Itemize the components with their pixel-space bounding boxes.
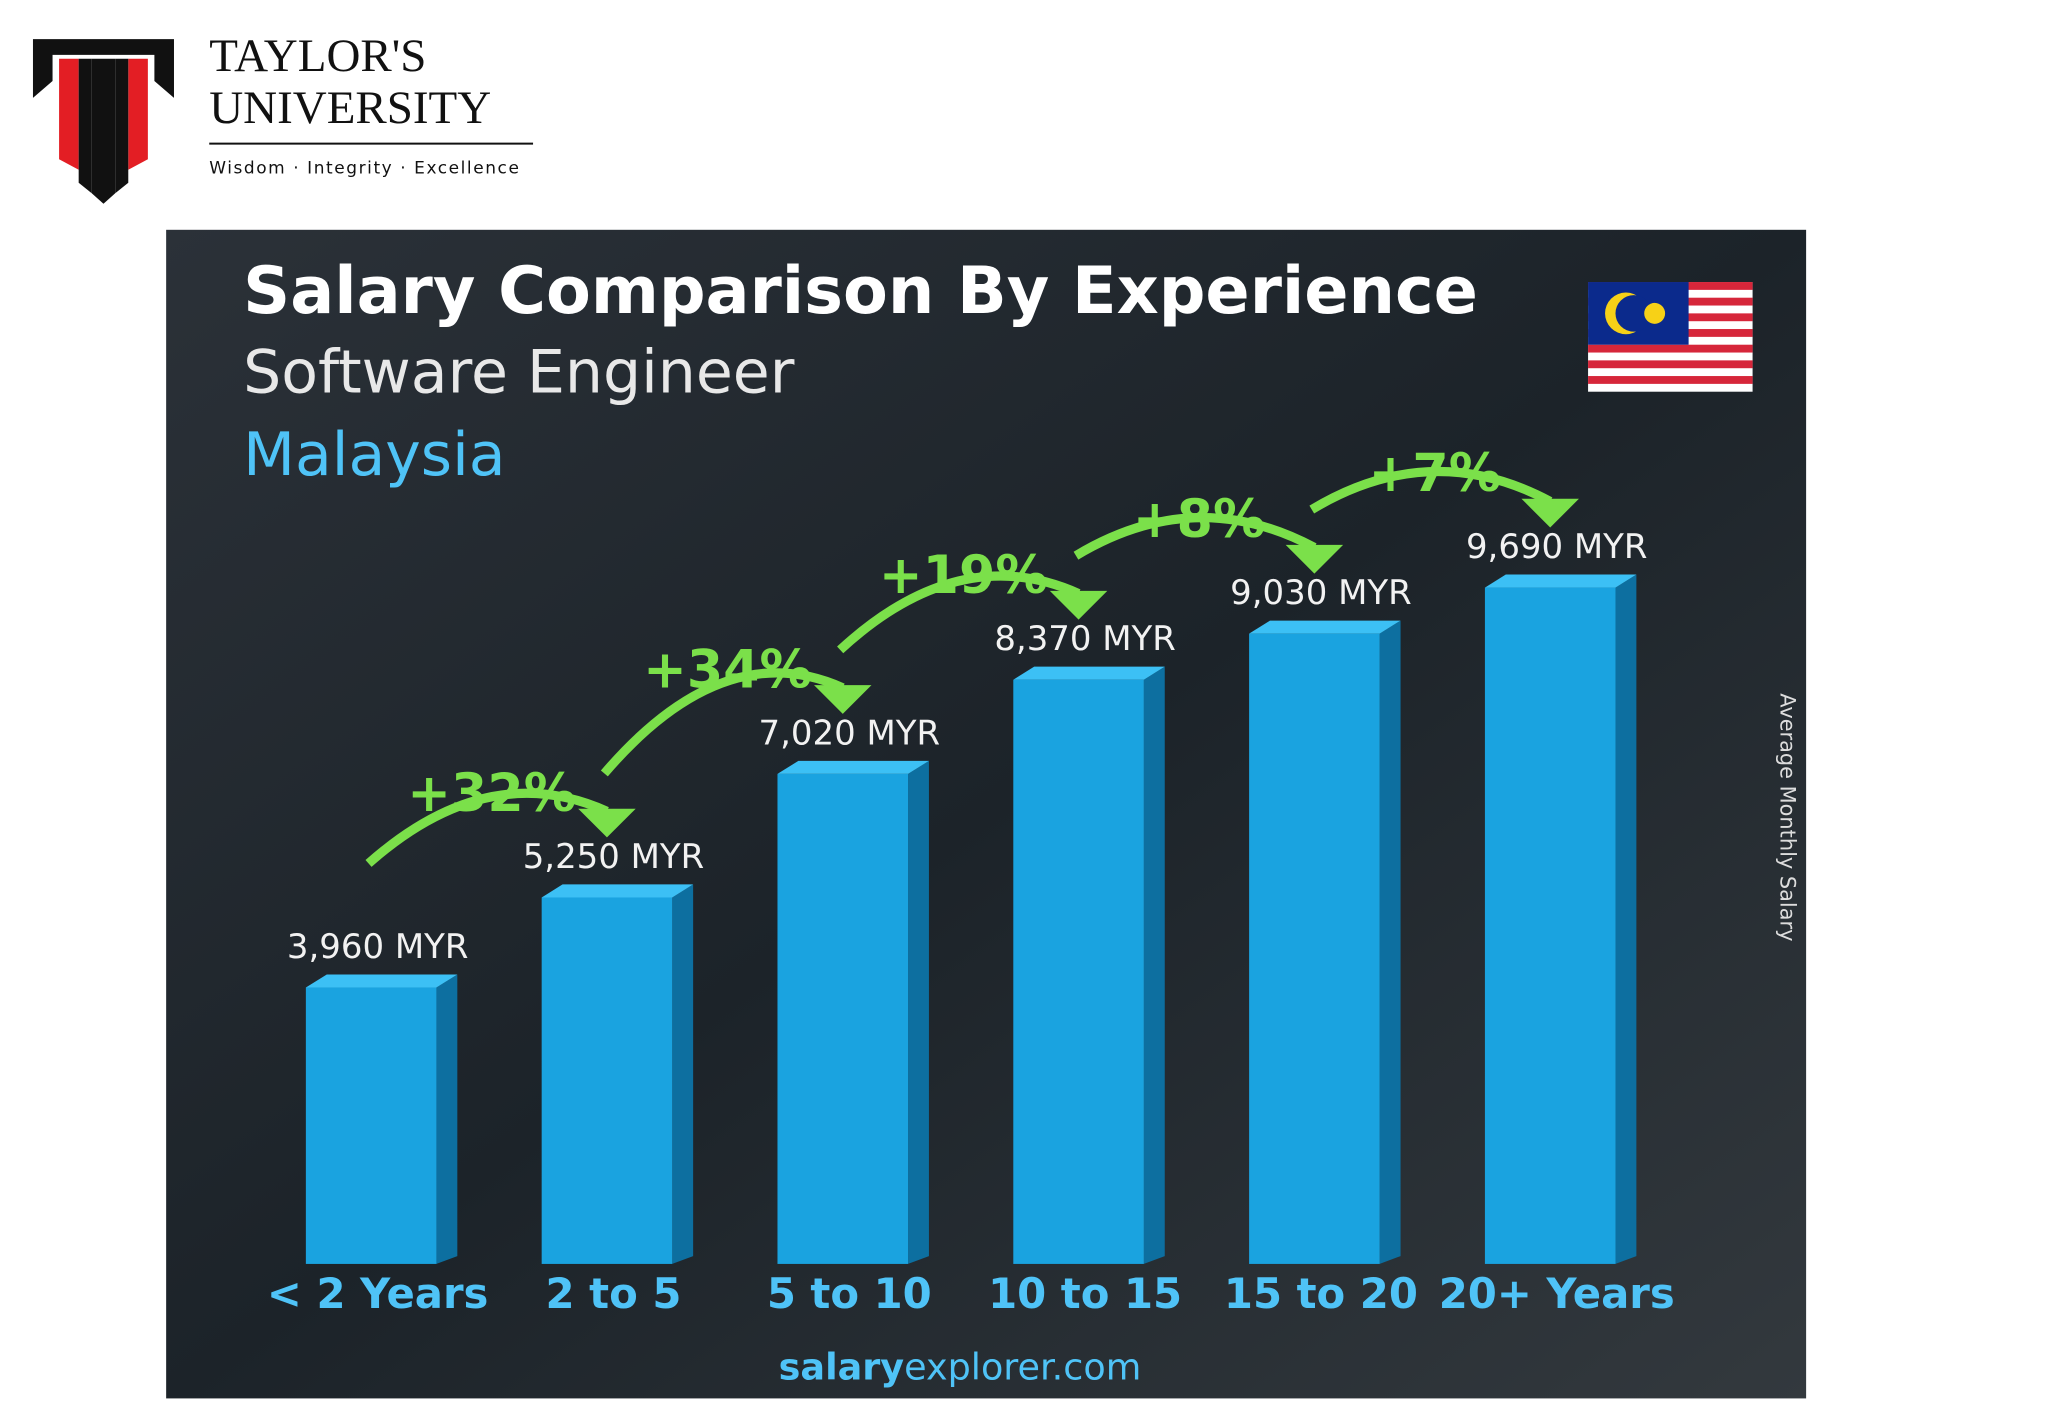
growth-arrowhead — [1049, 590, 1108, 620]
x-tick-label: 2 to 5 — [546, 1269, 682, 1318]
x-tick-label: 20+ Years — [1439, 1269, 1675, 1318]
growth-label: +8% — [1133, 490, 1265, 550]
chart-title: Salary Comparison By Experience — [243, 253, 1478, 329]
source-domain: explorer.com — [904, 1345, 1141, 1388]
bar-face — [1143, 666, 1165, 1264]
bar-face — [1615, 574, 1637, 1264]
value-label: 3,960 MYR — [287, 927, 469, 967]
bar-face — [672, 884, 694, 1264]
bar-face — [1249, 633, 1380, 1264]
bar-face — [1249, 620, 1401, 634]
bar-face — [1484, 574, 1637, 588]
value-label: 9,030 MYR — [1230, 573, 1412, 613]
growth-arrow — [1073, 513, 1317, 560]
bar — [1484, 574, 1637, 1264]
bar-face — [541, 897, 673, 1264]
chart-country: Malaysia — [243, 420, 505, 490]
source-brand: salary — [779, 1345, 905, 1388]
bar-face — [1379, 620, 1401, 1264]
flag — [1588, 282, 1753, 392]
bar-face — [305, 974, 458, 988]
value-label: 5,250 MYR — [523, 837, 705, 877]
bar-face — [1013, 666, 1165, 680]
growth-label: +19% — [879, 546, 1048, 606]
growth-arrowhead — [814, 685, 872, 714]
chart: Salary Comparison By Experience Software… — [166, 229, 1807, 1399]
bar-face — [1484, 587, 1616, 1264]
x-tick-label: 15 to 20 — [1224, 1269, 1418, 1318]
bar-face — [436, 974, 458, 1264]
value-label: 8,370 MYR — [994, 619, 1176, 659]
bar-face — [541, 884, 694, 898]
growth-arrow — [837, 571, 1081, 654]
bar-face — [777, 760, 929, 774]
source: salaryexplorer.com — [779, 1345, 1142, 1388]
y-axis-label: Average Monthly Salary — [1776, 693, 1800, 941]
bar-face — [305, 987, 437, 1264]
growth-arrowhead — [1285, 544, 1344, 574]
bar-face — [777, 773, 909, 1264]
bar — [305, 974, 458, 1264]
bar-face — [908, 760, 929, 1264]
logo-tagline: Wisdom · Integrity · Excellence — [209, 158, 520, 178]
bar — [1013, 666, 1165, 1264]
logo-name: TAYLOR'S — [209, 30, 426, 82]
growth-arrowhead — [578, 808, 636, 838]
bar-face — [1013, 679, 1144, 1264]
logo-name: UNIVERSITY — [209, 82, 491, 134]
value-label: 9,690 MYR — [1466, 527, 1648, 567]
growth-arrow — [600, 668, 845, 777]
x-tick-label: 5 to 10 — [767, 1269, 932, 1318]
bar — [777, 760, 929, 1264]
bar — [1249, 620, 1401, 1264]
growth-label: +34% — [643, 640, 812, 700]
x-tick-label: 10 to 15 — [988, 1269, 1182, 1318]
bar — [541, 884, 694, 1264]
growth-arrowhead — [1521, 498, 1579, 528]
growth-label: +32% — [407, 764, 576, 824]
growth-label: +7% — [1369, 444, 1501, 504]
value-label: 7,020 MYR — [759, 713, 941, 753]
logo — [32, 39, 534, 204]
growth-arrow — [365, 788, 609, 867]
growth-arrow — [1309, 466, 1553, 514]
chart-subtitle: Software Engineer — [243, 338, 795, 408]
x-tick-label: < 2 Years — [267, 1269, 489, 1318]
